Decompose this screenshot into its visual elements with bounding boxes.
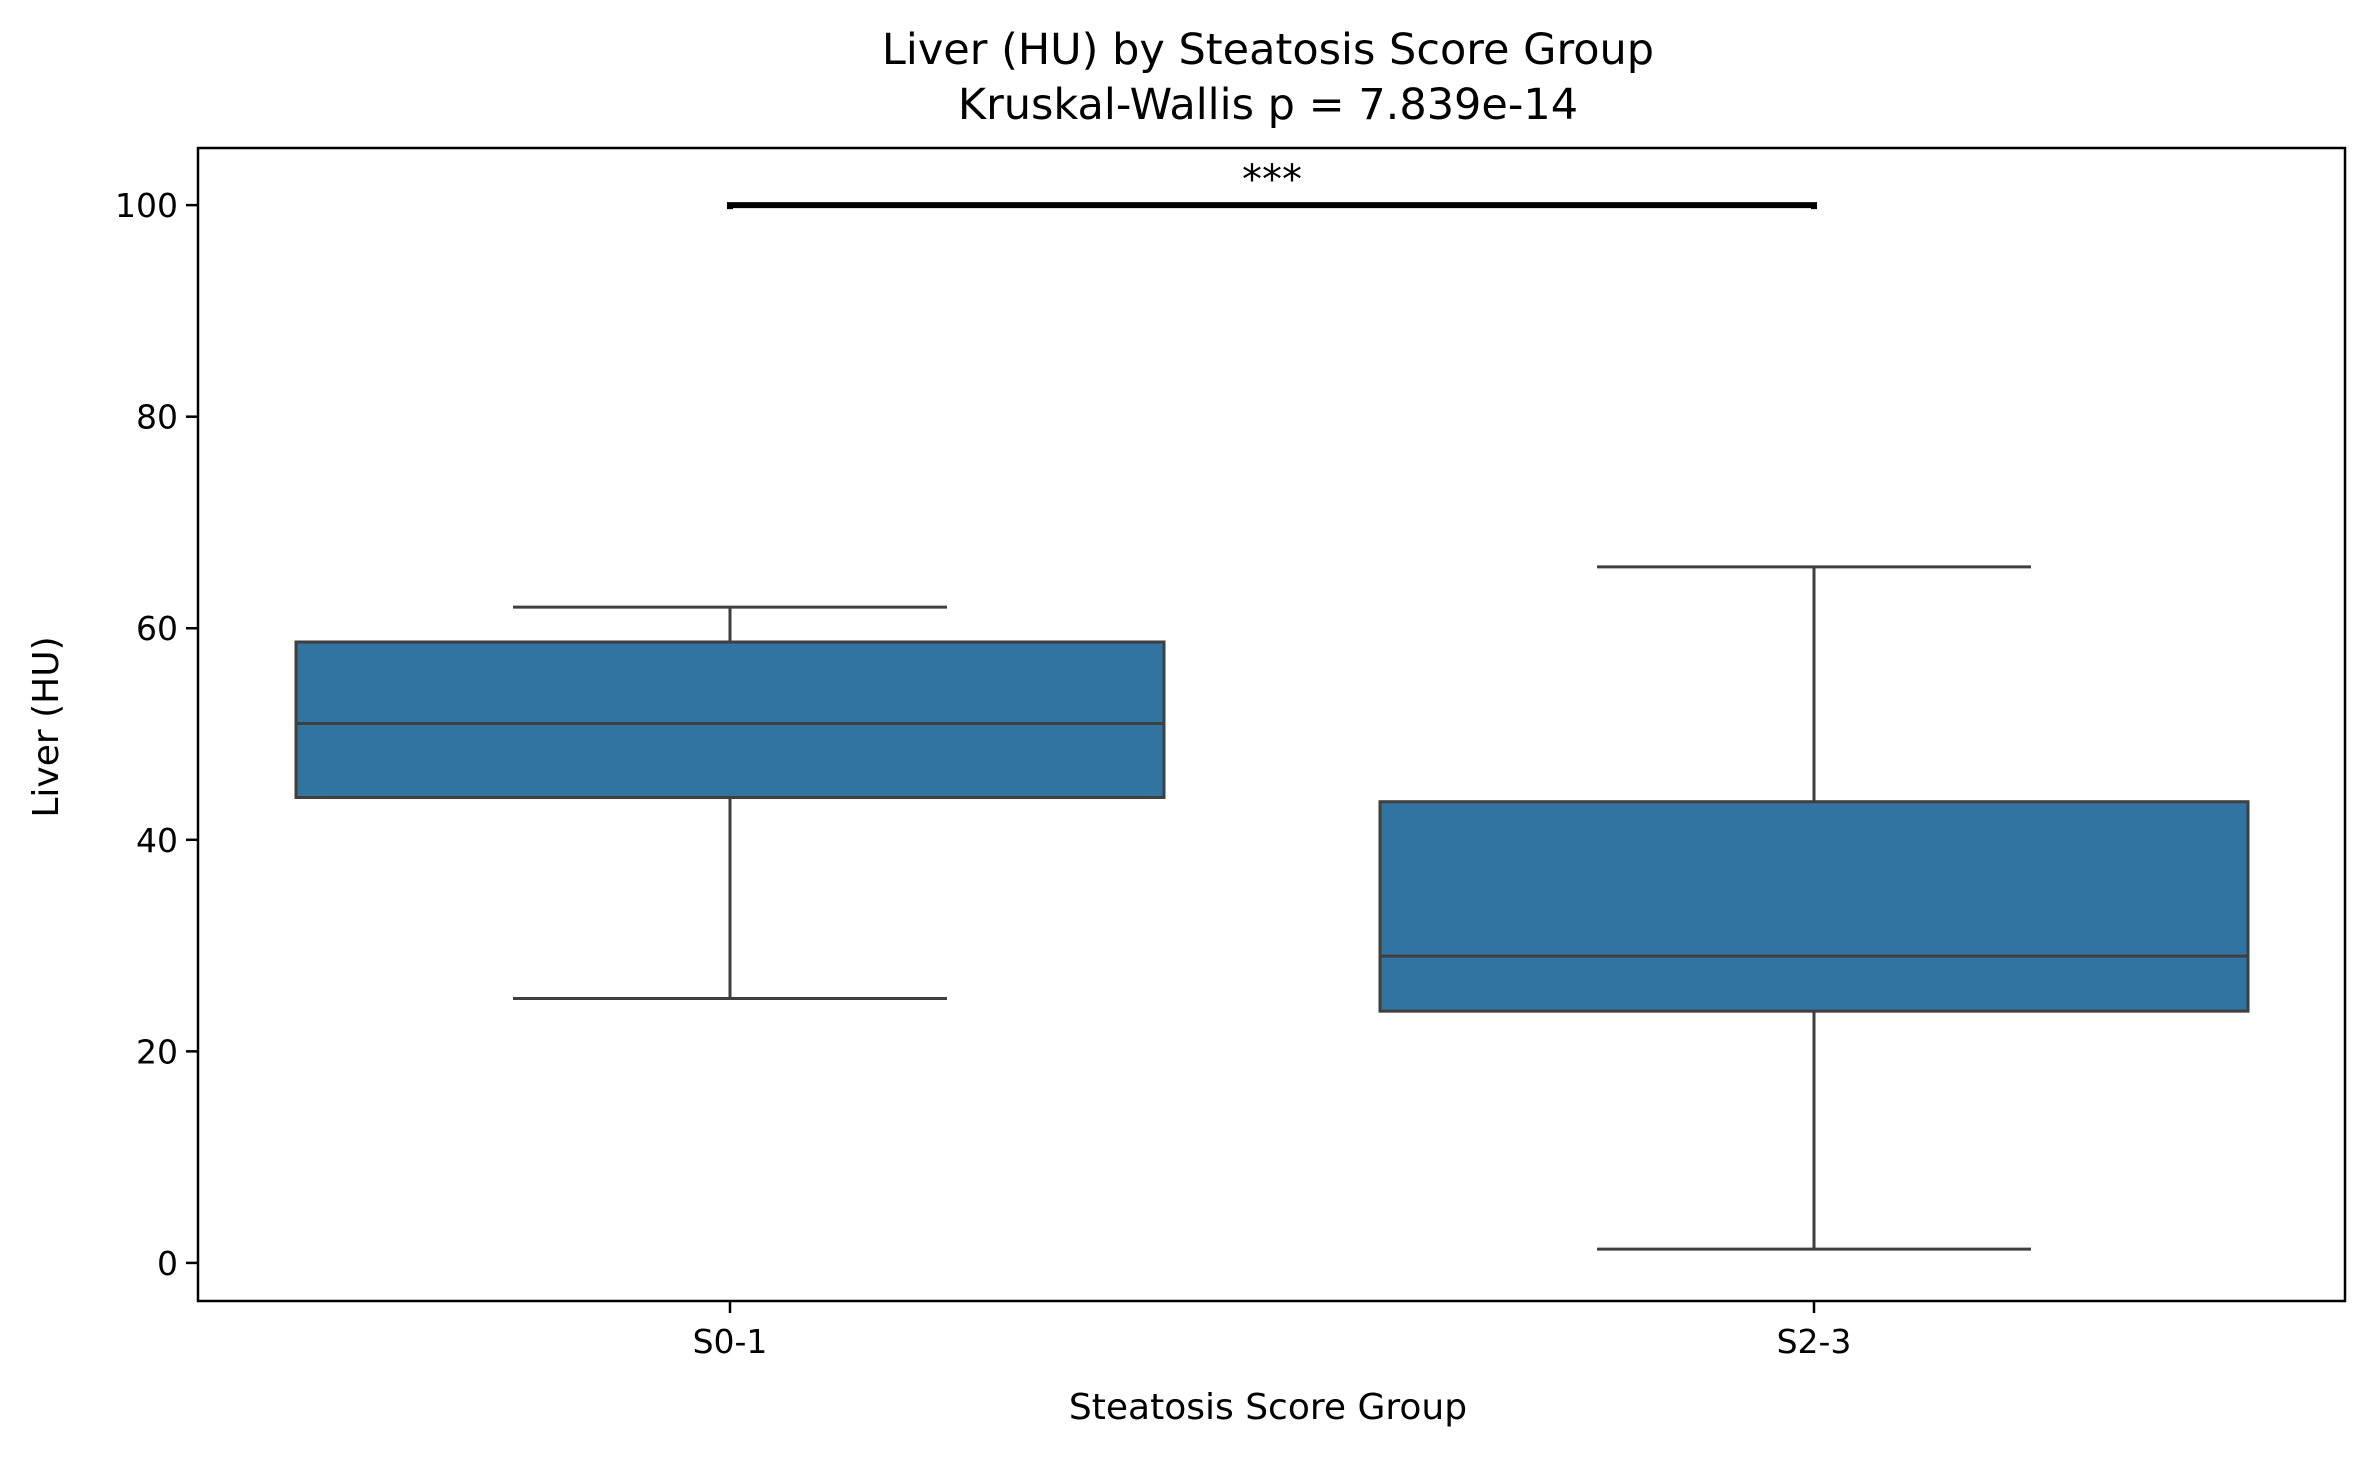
significance-bracket [727, 202, 1817, 210]
x-axis: S0-1 S2-3 [693, 1301, 1852, 1361]
significance-layer: *** [727, 157, 1817, 210]
y-tick-label: 80 [136, 398, 178, 437]
chart-title: Liver (HU) by Steatosis Score Group [882, 25, 1654, 75]
y-axis: 0 20 40 60 80 100 [115, 186, 198, 1283]
significance-label: *** [1242, 157, 1302, 203]
plot-frame [196, 146, 2347, 1303]
y-tick-label: 60 [136, 609, 178, 648]
y-tick-label: 20 [136, 1032, 178, 1071]
y-tick-label: 0 [157, 1244, 178, 1283]
chart-subtitle: Kruskal-Wallis p = 7.839e-14 [958, 80, 1578, 130]
y-axis-title: Liver (HU) [26, 636, 67, 817]
boxes-layer [294, 565, 2250, 1251]
x-tick-label: S2-3 [1777, 1322, 1852, 1361]
box-s2-3 [1378, 565, 2250, 1251]
x-axis-title: Steatosis Score Group [1069, 1387, 1467, 1428]
iqr-box [294, 640, 1166, 799]
iqr-box [1378, 800, 2250, 1013]
x-tick-label: S0-1 [693, 1322, 768, 1361]
y-tick-label: 100 [115, 186, 178, 225]
box-s0-1 [294, 605, 1166, 1000]
y-tick-label: 40 [136, 821, 178, 860]
